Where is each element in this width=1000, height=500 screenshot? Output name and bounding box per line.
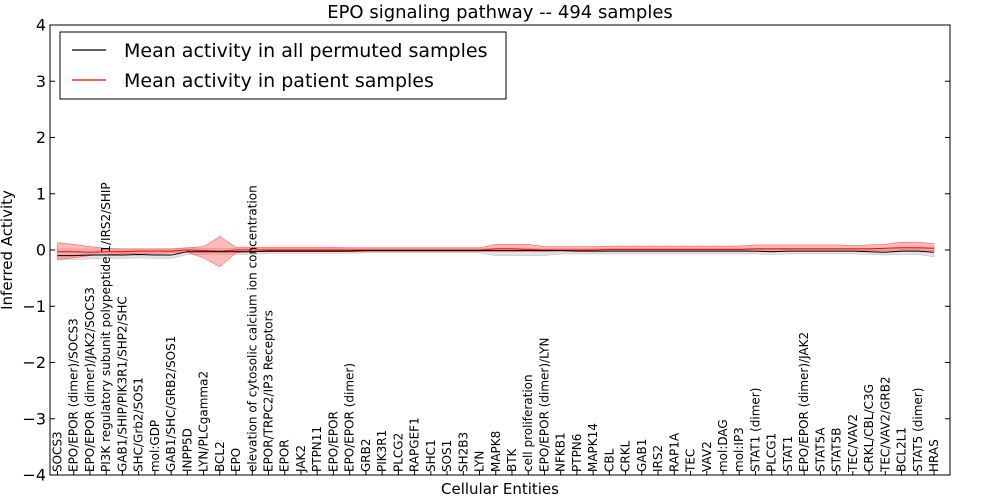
- x-category-label: PTPN11: [310, 426, 324, 472]
- y-tick-label: −4: [22, 466, 46, 485]
- y-tick-label: 2: [36, 128, 46, 147]
- x-category-label: PTPN6: [570, 434, 584, 472]
- chart-title: EPO signaling pathway -- 494 samples: [327, 2, 673, 23]
- x-category-label: SHC/Grb2/SOS1: [132, 377, 146, 472]
- x-category-label: TEC/VAV2: [846, 414, 860, 473]
- plot-area: [57, 236, 935, 268]
- x-category-label: PLCG2: [391, 433, 405, 472]
- x-category-label: MAPK14: [586, 423, 600, 472]
- x-category-label: MAPK8: [489, 431, 503, 472]
- x-category-label: RAP1A: [667, 432, 681, 472]
- x-axis-categories: SOCS3 EPO/EPOR (dimer)/SOCS3 EPO/EPOR (dim…: [51, 182, 941, 475]
- x-category-label: LYN: [473, 451, 487, 472]
- x-category-label: GAB1: [635, 439, 649, 472]
- legend: Mean activity in all permuted samples Me…: [59, 31, 507, 100]
- x-category-label: STAT5A: [813, 427, 827, 472]
- y-tick-label: −3: [22, 409, 46, 428]
- x-category-label: STAT5 (dimer): [911, 388, 925, 472]
- x-category-label: mol:IP3: [732, 427, 746, 472]
- x-category-label: BCL2: [213, 441, 227, 472]
- permuted-mean-line: [57, 250, 935, 257]
- x-category-label: BTK: [505, 447, 519, 472]
- x-category-label: CRKL/CBL/C3G: [862, 384, 876, 472]
- legend-label-patient: Mean activity in patient samples: [124, 70, 434, 92]
- patient-mean-line: [57, 247, 935, 253]
- x-category-label: mol:DAG: [716, 419, 730, 472]
- x-category-label: IRS2: [651, 445, 665, 472]
- x-category-label: PIK3R1: [375, 430, 389, 472]
- x-category-label: elevation of cytosolic calcium ion conce…: [245, 185, 259, 472]
- x-category-label: SOCS3: [51, 431, 65, 472]
- x-category-label: INPP5D: [180, 428, 194, 472]
- x-category-label: SOS1: [440, 440, 454, 472]
- y-tick-label: 3: [36, 72, 46, 91]
- x-category-label: EPO/EPOR (dimer)/JAK2: [797, 332, 811, 472]
- x-category-label: STAT5B: [830, 427, 844, 472]
- x-category-label: PI3K regulatory subunit polypeptide 1/IR…: [99, 182, 113, 472]
- x-category-label: LYN/PLCgamma2: [197, 371, 211, 472]
- x-category-label: EPO/EPOR (dimer): [343, 363, 357, 472]
- x-category-label: STAT1 (dimer): [748, 388, 762, 472]
- x-axis-label: Cellular Entities: [441, 480, 559, 498]
- y-tick-label: −1: [22, 297, 46, 316]
- y-tick-label: −2: [22, 353, 46, 372]
- legend-box: [59, 31, 507, 100]
- x-category-label: HRAS: [927, 439, 941, 472]
- x-category-label: BCL2L1: [895, 427, 909, 472]
- y-tick-label: 4: [36, 16, 46, 35]
- x-category-label: EPO: [229, 448, 243, 472]
- x-category-label: NFKB1: [554, 432, 568, 472]
- x-category-label: PLCG1: [765, 433, 779, 472]
- x-category-label: EPO/EPOR: [326, 411, 340, 472]
- y-tick-label: 0: [36, 241, 46, 260]
- x-category-label: SHC1: [424, 439, 438, 472]
- x-category-label: GAB1/SHC/GRB2/SOS1: [164, 336, 178, 472]
- x-category-label: CBL: [602, 448, 616, 472]
- x-category-label: mol:GDP: [148, 420, 162, 472]
- x-category-label: cell proliferation: [521, 374, 535, 472]
- x-category-label: EPOR/TRPC2/IP3 Receptors: [262, 310, 276, 472]
- x-category-label: TEC: [684, 449, 698, 473]
- x-category-label: TEC/VAV2/GRB2: [878, 376, 892, 473]
- x-category-label: JAK2: [294, 445, 308, 473]
- x-category-label: GRB2: [359, 438, 373, 472]
- x-category-label: RAPGEF1: [408, 417, 422, 472]
- x-category-label: EPO/EPOR (dimer)/JAK2/SOCS3: [83, 287, 97, 472]
- x-category-label: CRKL: [619, 440, 633, 472]
- x-category-label: EPO/EPOR (dimer)/LYN: [537, 338, 551, 472]
- patient-band: [57, 236, 935, 268]
- y-axis: 4 3 2 1 0 −1 −2 −3 −4: [22, 16, 950, 485]
- x-category-label: VAV2: [700, 441, 714, 472]
- x-category-label: EPO/EPOR (dimer)/SOCS3: [67, 318, 81, 472]
- y-axis-label: Inferred Activity: [0, 190, 16, 310]
- x-category-label: EPOR: [278, 439, 292, 472]
- x-category-label: STAT1: [781, 436, 795, 472]
- legend-label-permuted: Mean activity in all permuted samples: [124, 40, 487, 62]
- x-category-label: SH2B3: [456, 432, 470, 472]
- y-tick-label: 1: [36, 184, 46, 203]
- x-category-label: GAB1/SHIP/PIK3R1/SHP2/SHC: [115, 296, 129, 472]
